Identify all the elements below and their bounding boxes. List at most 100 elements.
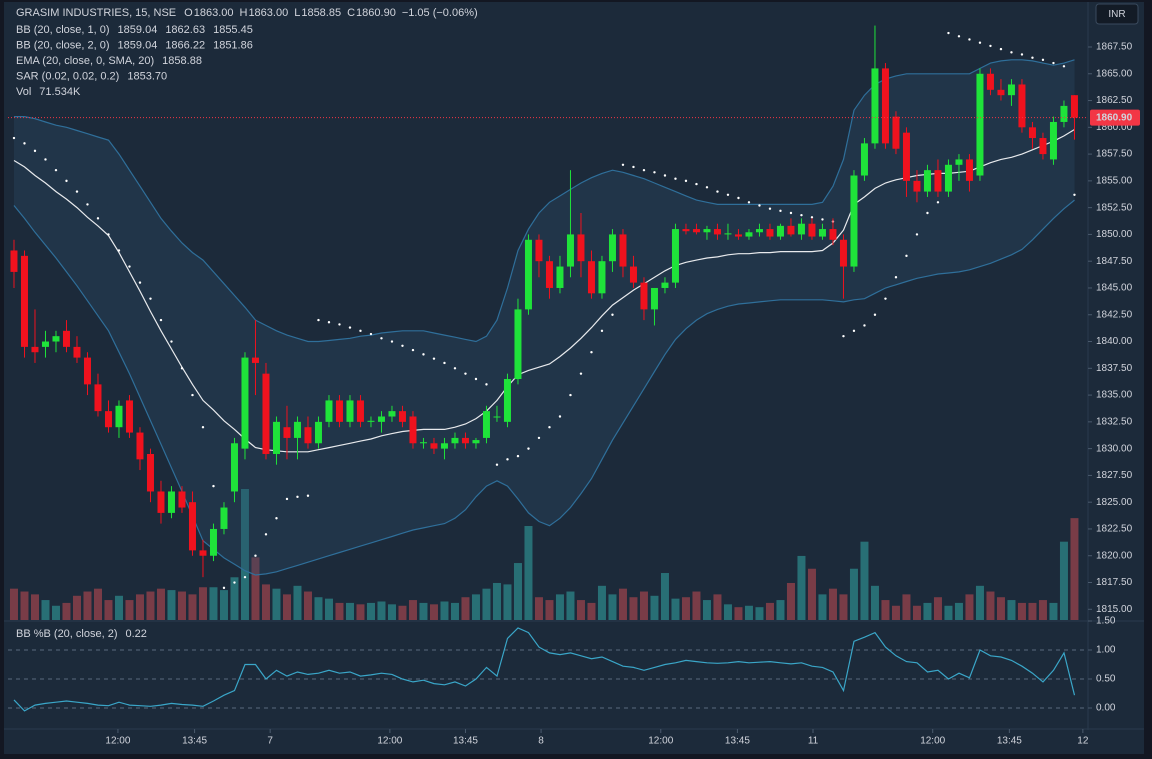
sar-dot <box>1020 53 1024 56</box>
candle-body <box>461 437 469 444</box>
candle-body <box>692 229 700 233</box>
sar-dot <box>789 211 793 215</box>
x-tick-label: 13:45 <box>453 736 478 747</box>
volume-bar <box>1017 602 1026 620</box>
x-tick-label: 13:45 <box>182 736 207 747</box>
y-tick-label: 1842.50 <box>1096 309 1133 320</box>
volume-bar <box>650 595 659 620</box>
candle-body <box>104 411 112 428</box>
volume-bar <box>41 600 50 620</box>
volume-bar <box>114 595 123 620</box>
sar-dot <box>86 203 89 206</box>
y-tick-label: 1820.00 <box>1096 550 1133 561</box>
candle-body <box>10 250 18 272</box>
currency-label[interactable]: INR <box>1108 9 1125 20</box>
volume-bar <box>230 577 239 620</box>
volume-bar <box>744 605 753 620</box>
volume-bar <box>282 594 291 620</box>
candle-body <box>262 373 270 454</box>
volume-bar <box>1070 518 1079 620</box>
candle-body <box>136 432 144 460</box>
sar-dot <box>1062 65 1066 68</box>
volume-bar <box>9 588 18 620</box>
candle-body <box>829 229 837 240</box>
candle-body <box>209 528 217 556</box>
sar-dot <box>905 254 908 258</box>
sar-dot <box>506 458 509 461</box>
indicator-value: 71.534K <box>39 86 81 98</box>
sar-dot <box>348 326 352 329</box>
indicator-name: BB (20, close, 1, 0) <box>16 24 110 36</box>
volume-bar <box>1038 600 1047 620</box>
candle-body <box>703 229 711 233</box>
candle-body <box>545 261 553 288</box>
sar-dot <box>401 344 404 348</box>
candle-body <box>671 229 679 283</box>
candle-body <box>745 232 753 237</box>
sar-dot <box>884 297 887 300</box>
sar-dot <box>254 554 257 557</box>
candle-body <box>797 223 805 235</box>
x-tick-label: 12:00 <box>105 736 130 747</box>
candle-body <box>808 223 816 237</box>
sar-dot <box>705 186 709 189</box>
candle-body <box>860 143 868 176</box>
candle-body <box>188 502 196 551</box>
candle-body <box>839 239 847 267</box>
candle-body <box>965 159 973 181</box>
sar-dot <box>369 332 373 336</box>
candle-body <box>440 443 448 449</box>
ohlc-value: 1860.90 <box>356 7 396 19</box>
sar-dot <box>663 174 667 177</box>
sar-dot <box>54 168 58 172</box>
candle-body <box>776 225 784 237</box>
y-tick-label: 1857.50 <box>1096 149 1133 160</box>
sar-dot <box>999 47 1003 51</box>
volume-bar <box>125 600 134 620</box>
y-tick-label: 1815.00 <box>1096 604 1133 615</box>
volume-bar <box>555 594 564 620</box>
y-tick-label: 1847.50 <box>1096 256 1133 267</box>
candle-body <box>241 357 249 449</box>
volume-bar <box>629 597 638 620</box>
sar-dot <box>275 517 278 520</box>
sar-dot <box>12 136 16 140</box>
sar-dot <box>1031 56 1034 59</box>
sar-dot <box>726 193 730 196</box>
sar-dot <box>380 337 383 340</box>
sar-dot <box>159 318 163 322</box>
sar-dot <box>327 321 331 324</box>
candle-body <box>913 180 921 192</box>
volume-bar <box>156 588 165 620</box>
volume-bar <box>755 607 764 620</box>
sar-dot <box>590 351 593 354</box>
volume-bar <box>387 604 396 620</box>
candle-body <box>377 416 385 422</box>
candle-body <box>325 400 333 422</box>
volume-bar <box>671 598 680 620</box>
volume-bar <box>587 602 596 620</box>
candle-body <box>451 437 459 444</box>
volume-bar <box>828 588 837 620</box>
sar-dot <box>758 204 761 207</box>
sar-dot <box>558 415 562 418</box>
candle-body <box>272 421 280 454</box>
volume-bar <box>51 605 60 620</box>
candle-body <box>892 116 900 149</box>
sar-dot <box>947 31 950 35</box>
sar-dot <box>128 265 131 268</box>
indicator-value: 1853.70 <box>127 70 167 82</box>
volume-bar <box>807 568 816 620</box>
candle-body <box>986 73 994 90</box>
currency-button[interactable] <box>1095 3 1139 25</box>
candle-body <box>1060 105 1068 122</box>
sar-dot <box>191 393 194 397</box>
candle-body <box>398 411 406 422</box>
volume-bar <box>366 602 375 620</box>
volume-bar <box>377 601 386 620</box>
volume-bar <box>860 541 869 620</box>
ohlc-key: C <box>347 7 355 19</box>
sar-dot <box>611 313 614 316</box>
sar-dot <box>653 171 656 174</box>
